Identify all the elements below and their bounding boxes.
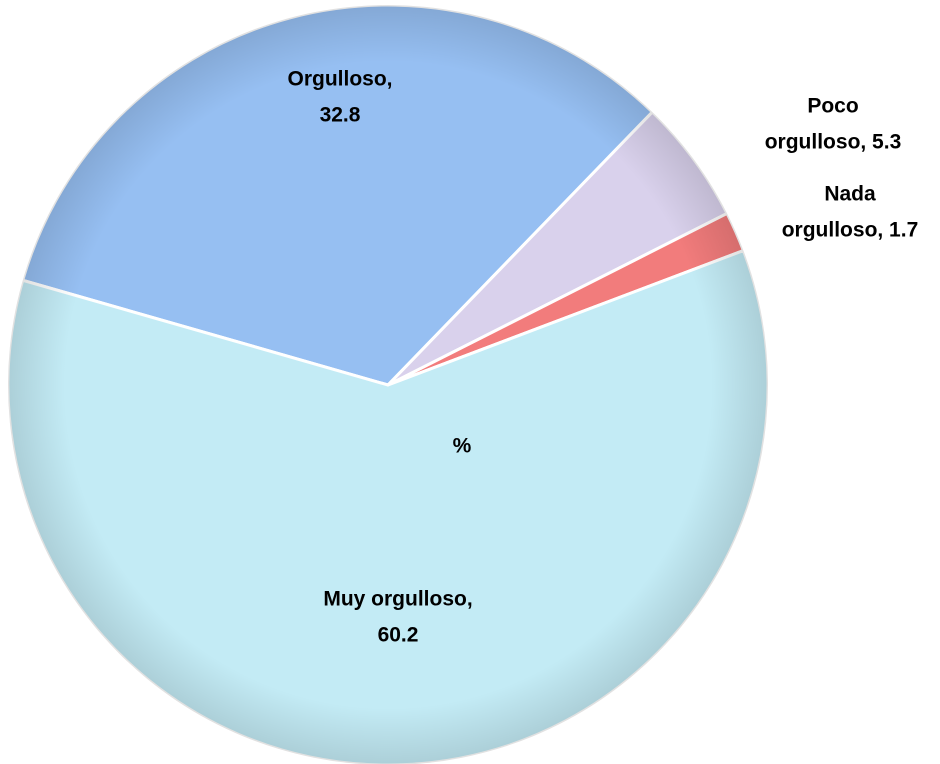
slice-label: 60.2 bbox=[378, 624, 419, 647]
slice-label: Nada bbox=[824, 183, 876, 206]
slice-label: orgulloso, 5.3 bbox=[765, 131, 902, 154]
slice-label: 32.8 bbox=[320, 104, 361, 127]
slice-label: Poco bbox=[807, 95, 858, 118]
slice-label: orgulloso, 1.7 bbox=[782, 219, 919, 242]
center-label: % bbox=[453, 435, 472, 458]
pie bbox=[6, 3, 770, 764]
slice-label: Orgulloso, bbox=[288, 68, 393, 91]
slice-label: Muy orgulloso, bbox=[323, 588, 472, 611]
